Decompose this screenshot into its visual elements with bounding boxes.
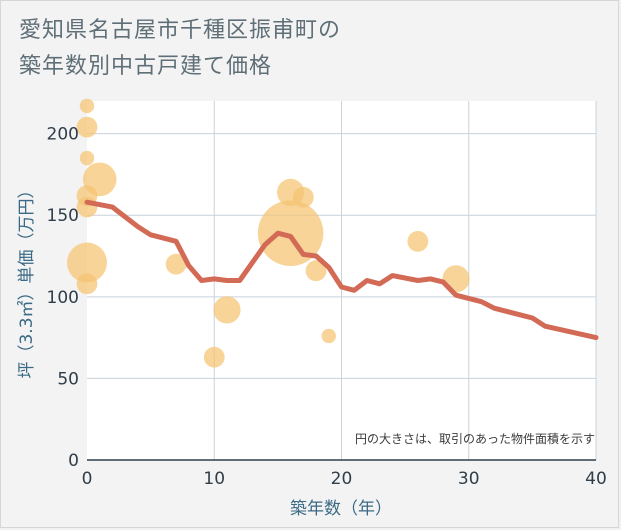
y-axis-title: 坪（3.3㎡）単価（万円）: [17, 181, 37, 378]
title-line-1: 愛知県名古屋市千種区振甫町の: [19, 18, 342, 43]
x-tick-label: 10: [203, 469, 225, 489]
bubble-point: [203, 346, 225, 368]
y-tick-label: 50: [57, 369, 79, 389]
x-tick-label: 0: [82, 469, 93, 489]
bubble-series: [67, 98, 470, 368]
bubble-point: [407, 230, 429, 252]
bubble-point: [76, 273, 98, 295]
bubble-point: [76, 116, 98, 138]
size-note: 円の大きさは、取引のあった物件面積を示す: [355, 431, 595, 446]
bubble-point: [165, 253, 187, 275]
y-tick-label: 200: [47, 125, 79, 145]
bubble-point: [79, 98, 95, 114]
trend-series: [84, 199, 599, 341]
x-tick-label: 30: [458, 469, 480, 489]
tick-labels: 0 10 20 30 40 0 50 100 150 200: [47, 125, 607, 489]
bubble-point: [305, 260, 327, 282]
trend-line: [84, 199, 599, 341]
y-tick-label: 100: [47, 288, 79, 308]
bubble-point: [79, 150, 95, 166]
bubble-point: [292, 186, 314, 208]
y-tick-label: 150: [47, 206, 79, 226]
bubble-point: [321, 328, 336, 344]
bubble-point: [257, 200, 324, 266]
bubble-point: [67, 242, 107, 283]
y-tick-label: 0: [68, 451, 79, 471]
x-tick-label: 40: [585, 469, 607, 489]
bubble-point: [82, 162, 117, 197]
chart-title: 愛知県名古屋市千種区振甫町の 築年数別中古戸建て価格: [19, 13, 341, 85]
bubble-point: [213, 296, 241, 324]
x-axis-title: 築年数（年）: [290, 499, 392, 519]
title-line-2: 築年数別中古戸建て価格: [19, 54, 273, 79]
x-tick-label: 20: [331, 469, 353, 489]
